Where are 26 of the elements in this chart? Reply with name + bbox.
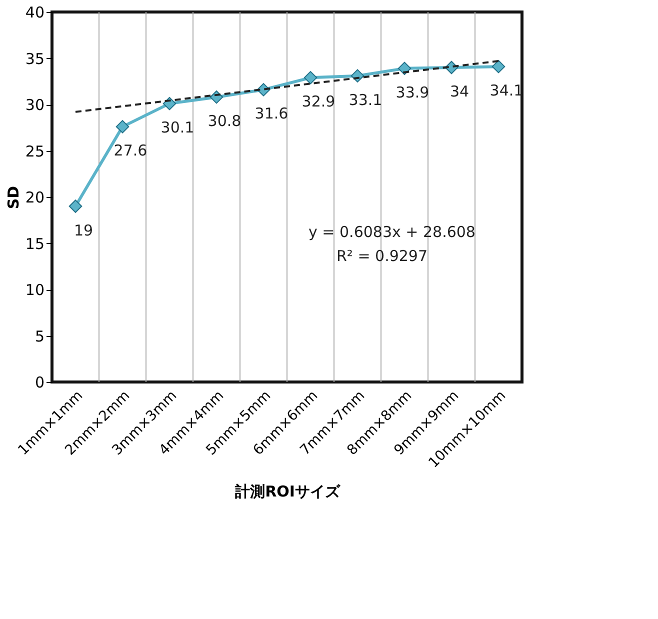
x-axis-title: 計測ROIサイズ [234,482,341,500]
point [116,120,130,134]
point [68,200,82,213]
y-tick-label: 20 [25,188,44,206]
y-tick-label: 5 [34,327,44,346]
point [492,60,506,74]
data-label: 33.1 [348,90,382,109]
data-label: 19 [74,221,94,240]
data-label: 27.6 [114,142,148,160]
data-label: 32.9 [302,92,336,111]
y-tick-label: 25 [25,142,44,160]
y-tick-label: 30 [25,96,44,114]
y-tick-label: 40 [25,4,44,22]
point [304,71,318,84]
y-axis-title: SD [4,186,22,210]
y-tick-label: 0 [34,374,44,392]
data-label: 31.6 [254,104,288,123]
y-tick-label: 15 [25,234,44,253]
y-tick-label: 35 [25,50,44,68]
annotation: y = 0.6083x + 28.608 [308,223,476,241]
data-label: 34 [450,82,470,100]
y-tick-label: 10 [25,281,44,299]
annotation: R² = 0.9297 [336,247,428,265]
data-label: 30.1 [160,118,194,137]
data-label: 30.8 [208,112,242,130]
data-label: 33.9 [396,83,430,102]
